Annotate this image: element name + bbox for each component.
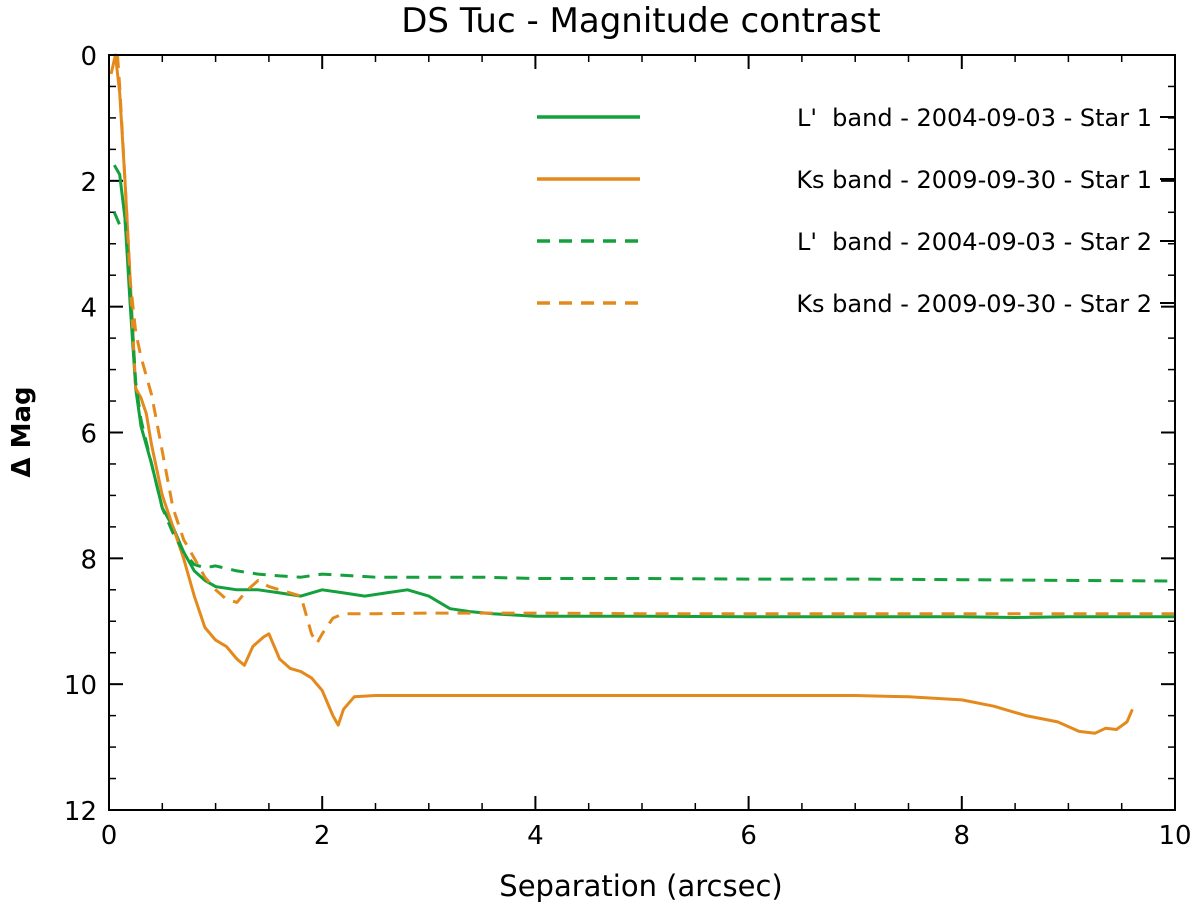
- series-line-1: [112, 164, 1175, 619]
- legend-label-1: L' band - 2004-09-03 - Star 1: [797, 104, 1152, 132]
- x-tick-label: 2: [314, 821, 331, 851]
- x-tick-label: 4: [527, 821, 544, 851]
- plot-frame: [108, 54, 1176, 811]
- y-axis-label: Δ Mag: [7, 386, 37, 477]
- axis-ticks: 0 2 4 6 8 10 0 2 4 6 8 10 12: [64, 42, 1192, 851]
- y-tick-label: 0: [80, 42, 97, 72]
- x-tick-label: 10: [1158, 821, 1191, 851]
- series-line-4: [116, 54, 1175, 645]
- series-line-2: [109, 53, 1134, 735]
- x-tick-label: 6: [740, 821, 757, 851]
- legend-label-4: Ks band - 2009-09-30 - Star 2: [796, 290, 1152, 318]
- y-tick-label: 12: [64, 797, 97, 827]
- data-series: [109, 53, 1176, 735]
- y-tick-label: 10: [64, 671, 97, 701]
- series-line-3: [112, 211, 1176, 583]
- y-tick-label: 2: [80, 168, 97, 198]
- legend-label-3: L' band - 2004-09-03 - Star 2: [797, 228, 1152, 256]
- y-tick-label: 6: [80, 420, 97, 450]
- legend: L' band - 2004-09-03 - Star 1 Ks band - 2…: [537, 104, 1175, 318]
- legend-label-2: Ks band - 2009-09-30 - Star 1: [796, 166, 1152, 194]
- x-tick-label: 8: [954, 821, 971, 851]
- x-tick-label: 0: [101, 821, 118, 851]
- y-tick-label: 4: [80, 294, 97, 324]
- y-tick-label: 8: [80, 545, 97, 575]
- x-axis-label: Separation (arcsec): [499, 869, 782, 903]
- chart-title: DS Tuc - Magnitude contrast: [401, 1, 880, 41]
